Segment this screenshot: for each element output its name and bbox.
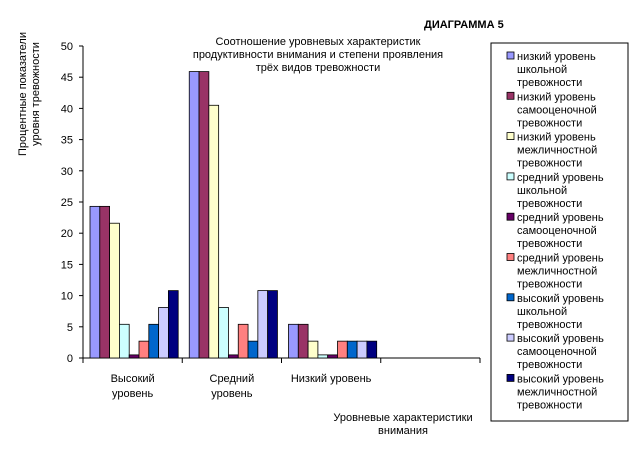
bar-s9-c2 bbox=[267, 290, 278, 359]
legend-swatch bbox=[506, 51, 515, 60]
legend-swatch bbox=[506, 253, 515, 261]
chart-label: ДИАГРАММА 5 bbox=[424, 19, 504, 31]
legend-label: тревожности bbox=[517, 319, 582, 331]
bar-s6-c1 bbox=[138, 340, 150, 359]
legend-label: межличностной bbox=[517, 145, 597, 157]
chart-title-line: Соотношение уровневых характеристик bbox=[216, 36, 421, 48]
plot-area: 0 5 10 15 20 25 30 35 40 45 50 Высокий уровень Средни… bbox=[61, 41, 481, 400]
legend-swatch bbox=[506, 373, 515, 382]
legend-label: средний уровень bbox=[517, 212, 604, 224]
legend-label: низкий уровень bbox=[517, 91, 596, 103]
legend-label: самооценочной bbox=[517, 104, 597, 116]
bar-s1-c1 bbox=[89, 205, 101, 359]
bar-s2-c1 bbox=[99, 205, 111, 359]
bar-s8-c3 bbox=[356, 340, 368, 359]
y-axis-label-line: Процентные показатели bbox=[17, 32, 29, 156]
legend-label: тревожности bbox=[517, 117, 582, 129]
bar-s5-c3 bbox=[327, 354, 338, 359]
x-axis-label-line: Уровневые характеристики bbox=[333, 412, 472, 424]
bar-s1-c3 bbox=[288, 323, 299, 359]
bar-s6-c3 bbox=[337, 340, 348, 359]
y-tick-label: 35 bbox=[61, 135, 73, 147]
y-tick-label: 30 bbox=[61, 166, 73, 178]
legend-label: школьной bbox=[517, 64, 567, 76]
y-axis-label: Процентные показатели уровня тревожности bbox=[17, 32, 42, 156]
bar-s4-c3 bbox=[317, 354, 329, 359]
legend-label: школьной bbox=[517, 306, 567, 318]
y-tick-label: 10 bbox=[61, 291, 73, 303]
y-axis-label-line: уровня тревожности bbox=[30, 42, 42, 146]
chart-title-line: продуктивности внимания и степени проявл… bbox=[193, 49, 443, 61]
legend-label: средний уровень bbox=[517, 172, 604, 184]
legend-label: межличностной bbox=[517, 266, 597, 278]
y-tick-label: 25 bbox=[61, 197, 73, 209]
legend-label: тревожности bbox=[517, 279, 582, 291]
x-axis-label-line: внимания bbox=[378, 425, 428, 437]
legend-swatch bbox=[506, 172, 515, 181]
legend-label: тревожности bbox=[517, 399, 582, 411]
bar-s2-c3 bbox=[297, 323, 309, 359]
bar-s5-c2 bbox=[228, 354, 239, 359]
bar-s3-c2 bbox=[208, 104, 220, 359]
y-tick-label: 50 bbox=[61, 41, 73, 53]
bar-s7-c1 bbox=[148, 323, 160, 359]
legend: низкий уровеньшкольнойтревожностинизкий … bbox=[490, 42, 629, 422]
x-tick-label: уровень bbox=[112, 388, 154, 400]
legend-label: школьной bbox=[517, 185, 567, 197]
bar-s6-c2 bbox=[237, 323, 249, 359]
y-tick-label: 5 bbox=[67, 322, 73, 334]
legend-label: тревожности bbox=[517, 238, 582, 250]
legend-swatch bbox=[506, 333, 515, 342]
bar-s7-c2 bbox=[247, 340, 259, 359]
bar-s7-c3 bbox=[346, 340, 358, 359]
y-tick-label: 15 bbox=[61, 259, 73, 271]
x-tick-label: Средний bbox=[210, 373, 255, 385]
bar-s9-c3 bbox=[366, 340, 378, 359]
y-tick-label: 20 bbox=[61, 228, 73, 240]
x-tick-label: Низкий уровень bbox=[291, 373, 372, 385]
legend-label: тревожности bbox=[517, 359, 582, 371]
chart-title-line: трёх видов тревожности bbox=[256, 62, 380, 74]
bar-s8-c2 bbox=[257, 290, 269, 359]
legend-swatch bbox=[506, 91, 515, 100]
legend-label: низкий уровень bbox=[517, 132, 596, 144]
legend-label: низкий уровень bbox=[517, 51, 596, 63]
bar-s4-c1 bbox=[119, 323, 130, 359]
legend-box bbox=[490, 42, 629, 422]
legend-label: тревожности bbox=[517, 158, 582, 170]
bar-s3-c3 bbox=[307, 340, 319, 359]
legend-label: высокий уровень bbox=[517, 293, 604, 305]
bar-s1-c2 bbox=[188, 71, 200, 359]
y-tick-label: 40 bbox=[61, 103, 73, 115]
legend-label: высокий уровень bbox=[517, 333, 604, 345]
legend-label: средний уровень bbox=[517, 253, 604, 265]
bar-s3-c1 bbox=[109, 222, 120, 359]
legend-label: тревожности bbox=[517, 198, 582, 210]
chart-title: Соотношение уровневых характеристикпроду… bbox=[193, 36, 443, 74]
legend-swatch bbox=[506, 212, 515, 221]
legend-label: межличностной bbox=[517, 386, 597, 398]
legend-swatch bbox=[506, 293, 515, 302]
legend-label: тревожности bbox=[517, 77, 582, 89]
legend-label: самооценочной bbox=[517, 225, 597, 237]
bar-s4-c2 bbox=[218, 307, 229, 359]
y-tick-label: 45 bbox=[61, 72, 73, 84]
legend-swatch bbox=[506, 132, 515, 141]
bar-s5-c1 bbox=[128, 354, 140, 359]
x-tick-label: Высокий bbox=[111, 373, 155, 385]
bar-s9-c1 bbox=[167, 290, 179, 359]
legend-label: высокий уровень bbox=[517, 373, 604, 385]
legend-label: самооценочной bbox=[517, 346, 597, 358]
y-tick-label: 0 bbox=[67, 353, 73, 365]
bar-s2-c2 bbox=[198, 71, 210, 359]
bar-s8-c1 bbox=[158, 307, 169, 359]
x-tick-label: уровень bbox=[211, 388, 253, 400]
